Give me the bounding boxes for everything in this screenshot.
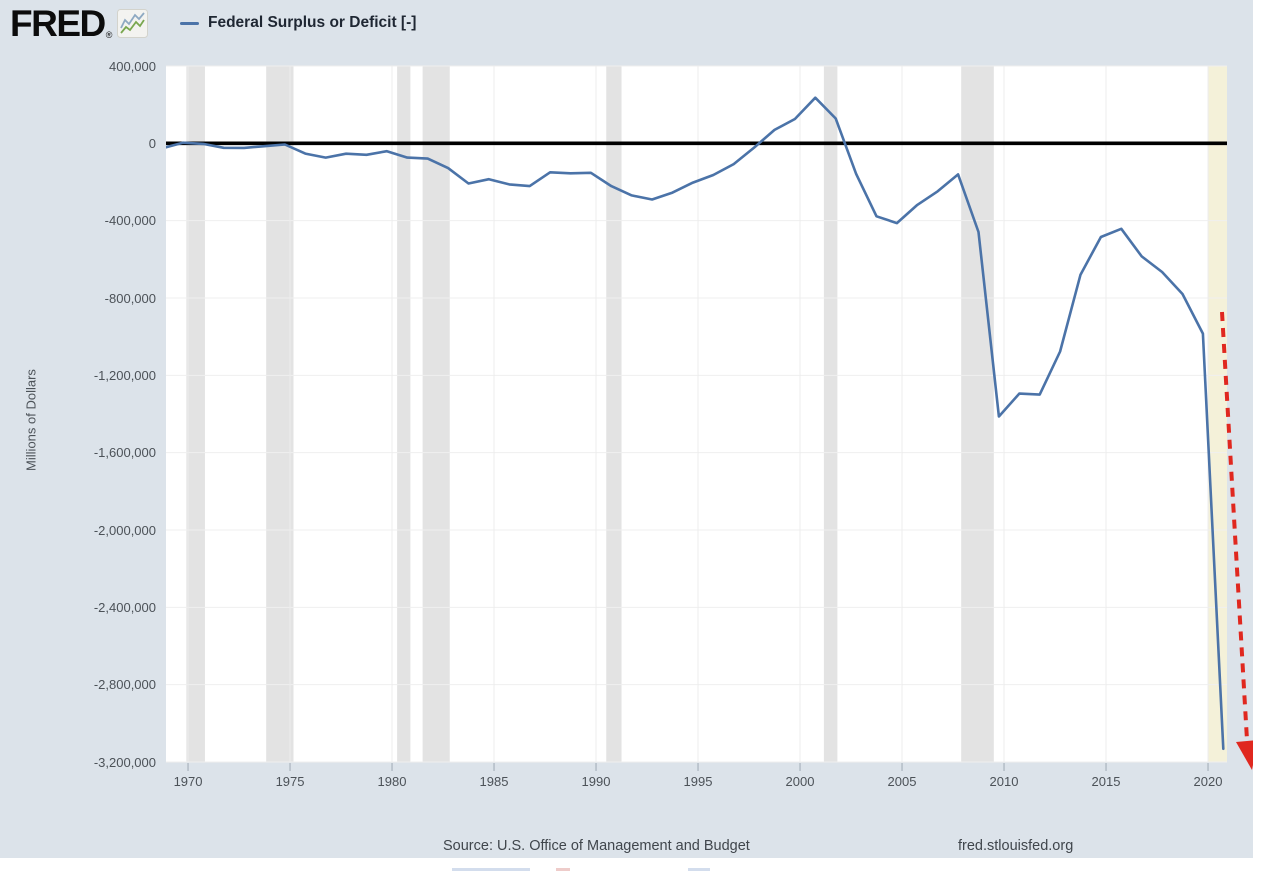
legend-line-swatch xyxy=(180,21,199,25)
y-tick-label: -400,000 xyxy=(104,213,156,229)
fred-logo[interactable]: FRED ® xyxy=(10,3,149,44)
cropped-ui-artifact xyxy=(688,868,710,871)
bottom-margin-strip xyxy=(0,858,1278,872)
right-margin-strip xyxy=(1253,0,1278,872)
x-tick-label: 2015 xyxy=(1091,774,1121,789)
y-tick-label: 0 xyxy=(148,135,156,151)
y-tick-label: 400,000 xyxy=(109,58,156,74)
y-tick-label: -800,000 xyxy=(104,290,156,306)
legend-series-label: Federal Surplus or Deficit [-] xyxy=(208,14,417,31)
cropped-ui-artifact xyxy=(452,868,530,871)
chart-header: FRED ® Federal Surplus or Deficit [-] xyxy=(0,0,1253,56)
registered-trademark: ® xyxy=(105,30,113,40)
chart-legend: Federal Surplus or Deficit [-] xyxy=(180,14,416,32)
y-tick-label: -2,000,000 xyxy=(93,522,156,538)
fred-site-link[interactable]: fred.stlouisfed.org xyxy=(958,838,1074,854)
fred-logo-text: FRED xyxy=(10,3,106,44)
x-tick-label: 2005 xyxy=(887,774,917,789)
x-tick-label: 2020 xyxy=(1193,774,1223,789)
x-tick-label: 1975 xyxy=(275,774,305,789)
x-tick-label: 2000 xyxy=(785,774,815,789)
x-tick-label: 1970 xyxy=(173,774,203,789)
y-tick-label: -1,600,000 xyxy=(93,445,156,461)
x-tick-label: 1980 xyxy=(377,774,407,789)
y-tick-label: -3,200,000 xyxy=(93,754,156,770)
source-text: Source: U.S. Office of Management and Bu… xyxy=(443,838,750,854)
y-tick-label: -2,800,000 xyxy=(93,677,156,693)
x-tick-label: 1995 xyxy=(683,774,713,789)
x-tick-label: 2010 xyxy=(989,774,1019,789)
fred-sparkline-icon xyxy=(117,9,149,43)
cropped-ui-artifact xyxy=(556,868,570,871)
x-tick-label: 1990 xyxy=(581,774,611,789)
x-tick-label: 1985 xyxy=(479,774,509,789)
y-tick-label: -2,400,000 xyxy=(93,599,156,615)
y-tick-label: -1,200,000 xyxy=(93,367,156,383)
